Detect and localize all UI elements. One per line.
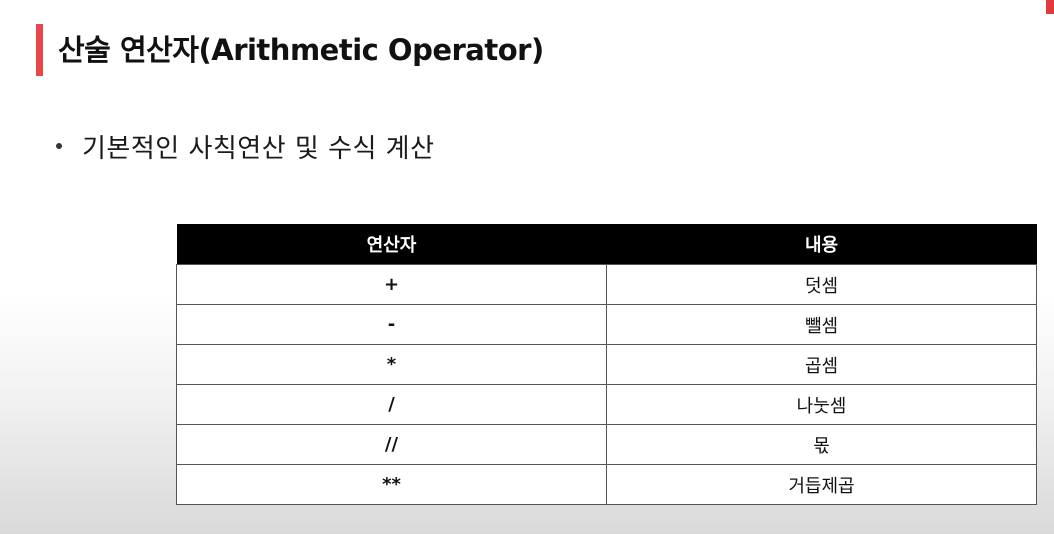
title-accent-bar [36,24,43,76]
table-row: // 몫 [176,424,1037,465]
header-description: 내용 [606,224,1037,265]
description-cell: 거듭제곱 [606,464,1037,505]
bullet-dot-icon [56,143,62,149]
table-row: / 나눗셈 [176,384,1037,425]
description-cell: 몫 [606,424,1037,465]
bullet-text: 기본적인 사칙연산 및 수식 계산 [82,133,435,164]
table-row: - 뺄셈 [176,304,1037,345]
header-operator: 연산자 [176,224,607,265]
bullet-item: 기본적인 사칙연산 및 수식 계산 [56,128,435,164]
operator-cell: * [176,344,607,385]
description-cell: 곱셈 [606,344,1037,385]
slide-title: 산술 연산자(Arithmetic Operator) [58,33,544,67]
operator-cell: // [176,424,607,465]
operator-cell: - [176,304,607,345]
description-cell: 나눗셈 [606,384,1037,425]
table-row: + 덧셈 [176,264,1037,305]
table-row: ** 거듭제곱 [176,464,1037,505]
operator-cell: ** [176,464,607,505]
table-header-row: 연산자 내용 [176,224,1037,265]
description-cell: 뺄셈 [606,304,1037,345]
operator-cell: / [176,384,607,425]
operator-table: 연산자 내용 + 덧셈 - 뺄셈 * 곱셈 / 나눗셈 // 몫 ** 거듭제곱 [176,224,1037,505]
description-cell: 덧셈 [606,264,1037,305]
operator-cell: + [176,264,607,305]
corner-accent-mark [1046,0,1054,14]
table-row: * 곱셈 [176,344,1037,385]
